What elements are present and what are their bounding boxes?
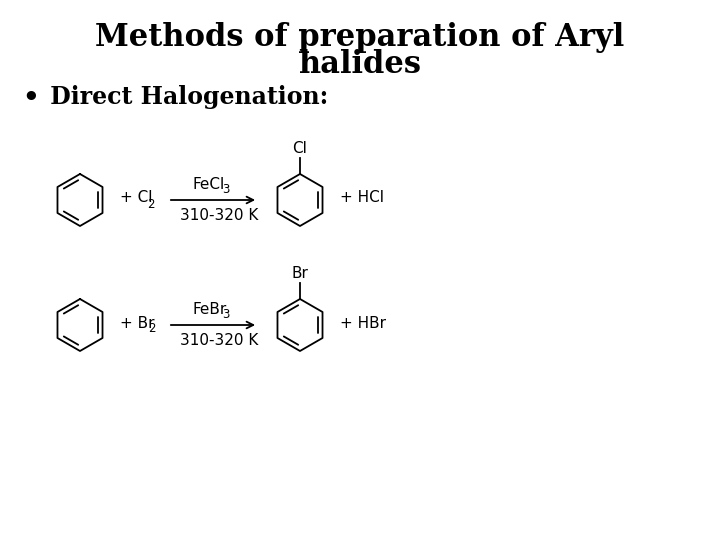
Text: Cl: Cl — [292, 141, 307, 156]
Text: Direct Halogenation:: Direct Halogenation: — [42, 85, 328, 109]
Text: 2: 2 — [147, 198, 155, 211]
Text: + Br: + Br — [120, 315, 155, 330]
Text: + HCl: + HCl — [340, 191, 384, 206]
Text: FeBr: FeBr — [193, 302, 228, 317]
Text: halides: halides — [299, 49, 421, 80]
Text: 310-320 K: 310-320 K — [180, 333, 258, 348]
Text: FeCl: FeCl — [193, 177, 225, 192]
Text: 3: 3 — [222, 183, 230, 196]
Text: + Cl: + Cl — [120, 191, 153, 206]
Text: Br: Br — [292, 266, 308, 281]
Text: + HBr: + HBr — [340, 315, 386, 330]
Text: 3: 3 — [222, 308, 230, 321]
Text: 310-320 K: 310-320 K — [180, 208, 258, 223]
Text: •: • — [22, 85, 39, 110]
Text: 2: 2 — [148, 322, 156, 335]
Text: Methods of preparation of Aryl: Methods of preparation of Aryl — [95, 22, 625, 53]
